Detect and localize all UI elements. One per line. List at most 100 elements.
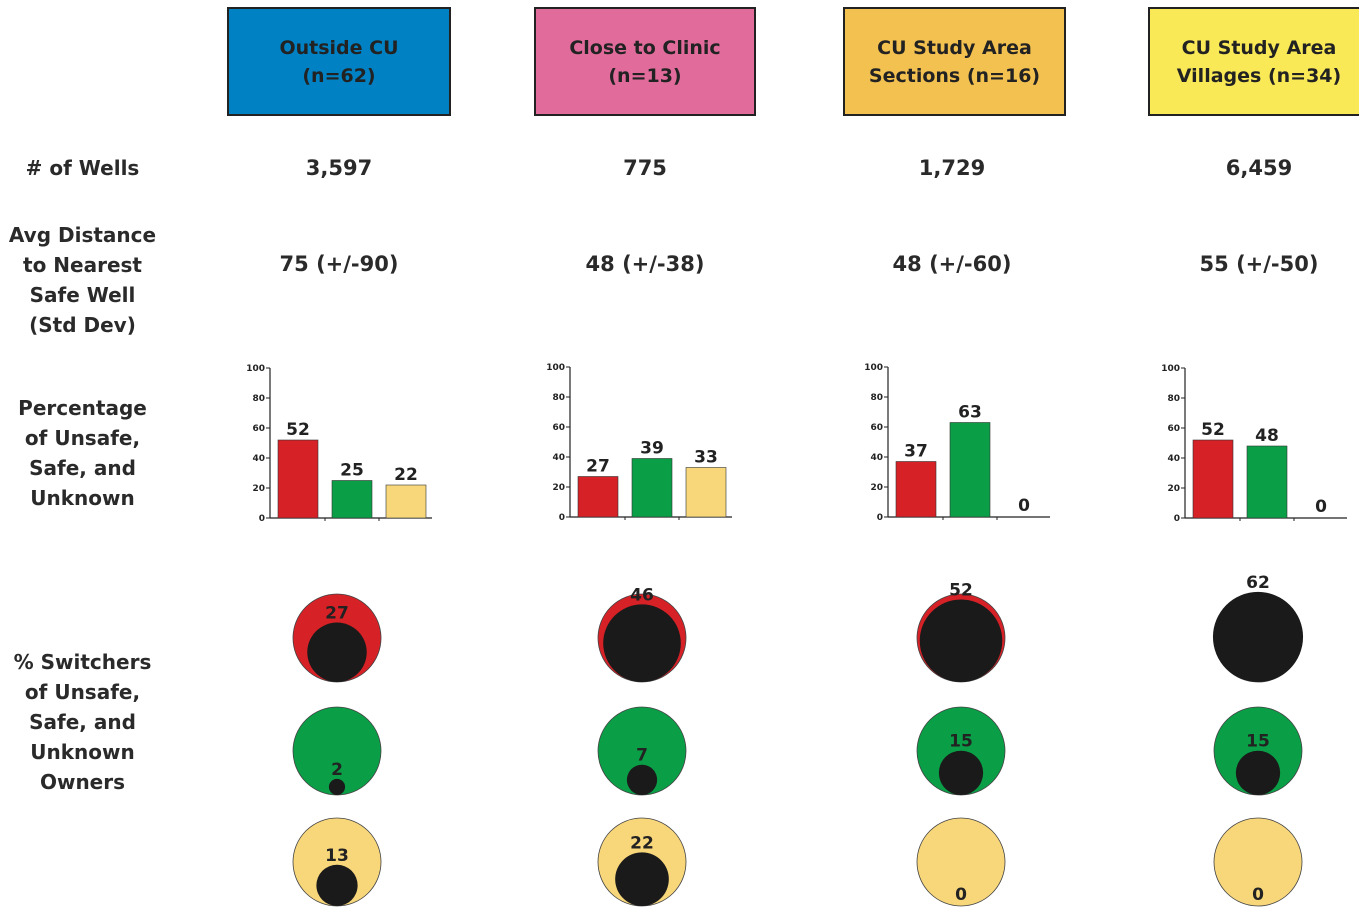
bar-value-label: 52 [1201,420,1225,440]
bar-value-label: 33 [694,448,718,468]
bar-value-label: 27 [586,457,610,477]
y-tick-label: 80 [552,393,565,403]
row-label-switchers-line: Owners [39,770,126,794]
header-title-line: CU Study Area [1181,36,1337,59]
wells-value: 3,597 [305,156,373,180]
header-cu-study-area-villages: CU Study Area Villages (n=34) [1148,7,1359,116]
row-label-distance-line: Safe Well [29,283,136,307]
wells-value: 6,459 [1225,156,1293,180]
y-tick-label: 40 [1167,454,1180,464]
row-label-distance-line: (Std Dev) [29,313,136,337]
y-tick-label: 0 [877,513,883,523]
distance-value: 75 (+/-90) [279,252,399,276]
row-label-wells: # of Wells [0,153,165,183]
y-tick-label: 80 [252,394,265,404]
row-label-switchers-line: Unknown [30,740,135,764]
y-tick-label: 20 [1167,484,1180,494]
row-label-percentage: Percentage of Unsafe, Safe, and Unknown [0,393,165,513]
header-title-line: CU Study Area [877,36,1032,59]
bar-chart-outside-cu: 0 20 40 60 80 100 52 25 22 [246,364,432,524]
wells-value: 1,729 [918,156,986,180]
y-tick-label: 0 [259,514,265,524]
switcher-dot [603,604,681,682]
y-tick-label: 60 [1167,424,1180,434]
switcher-dot [615,852,669,906]
bar-safe [631,458,673,518]
switcher-dot [1235,750,1281,796]
bar-value-label: 0 [1018,496,1030,516]
y-tick-label: 60 [252,424,265,434]
switcher-dot [919,599,1003,682]
bar-chart-close-to-clinic: 0 20 40 60 80 100 27 39 33 [546,363,732,523]
y-tick-label: 20 [870,483,883,493]
row-label-wells-text: # of Wells [25,156,140,180]
distance-value: 55 (+/-50) [1199,252,1319,276]
circle-unknown [292,817,382,907]
bar-unsafe [895,461,937,518]
switcher-dot [328,778,346,795]
y-tick-label: 100 [1161,364,1180,374]
bar-safe [949,422,991,518]
header-title-line: Villages (n=34) [1176,64,1342,87]
y-tick-label: 100 [246,364,265,374]
row-label-switchers: % Switchers of Unsafe, Safe, and Unknown… [0,647,165,797]
header-outside-cu: Outside CU (n=62) [227,7,451,116]
bar-safe [331,480,373,519]
header-title-line: Outside CU [279,36,399,59]
bar-unsafe [277,439,319,519]
bar-unknown [385,484,427,519]
bar-value-label: 37 [904,442,928,462]
switcher-value-label: 13 [325,846,349,866]
y-tick-label: 100 [864,363,883,373]
bar-unsafe [1192,439,1234,519]
bar-value-label: 25 [340,461,364,481]
header-title-line: Sections (n=16) [868,64,1041,87]
switcher-dot [626,764,658,796]
switcher-dot [938,750,984,796]
row-label-switchers-line: % Switchers [13,650,152,674]
distance-value: 48 (+/-60) [892,252,1012,276]
header-cu-study-area-sections: CU Study Area Sections (n=16) [843,7,1066,116]
y-tick-label: 40 [552,453,565,463]
bar-unsafe [577,476,619,518]
switcher-value-label: 2 [331,760,343,780]
switcher-value-label: 15 [949,732,973,752]
row-label-distance-line: Avg Distance [8,223,157,247]
row-label-distance-line: to Nearest [23,253,142,277]
bar-unknown [685,467,727,518]
row-label-switchers-line: Safe, and [29,710,136,734]
switcher-dot [316,864,358,906]
y-tick-label: 60 [870,423,883,433]
bar-value-label: 52 [286,420,310,440]
bar-safe [1246,445,1288,519]
switcher-value-label: 0 [955,885,967,905]
circle-unknown [1213,817,1303,907]
y-tick-label: 80 [870,393,883,403]
header-close-to-clinic: Close to Clinic (n=13) [534,7,756,116]
row-label-switchers-line: of Unsafe, [24,680,141,704]
switcher-value-label: 27 [325,604,349,624]
switcher-value-label: 7 [636,746,648,766]
bar-chart-cu-study-area-sections: 0 20 40 60 80 100 37 63 0 [864,363,1050,523]
switcher-dot [307,622,367,682]
row-label-percentage-line: Percentage [18,396,147,420]
header-title-line: (n=62) [302,64,376,87]
bar-value-label: 63 [958,403,982,423]
y-tick-label: 0 [1174,514,1180,524]
bar-value-label: 39 [640,439,664,459]
switcher-value-label: 46 [630,585,654,605]
wells-value: 775 [623,156,667,180]
switcher-dot [1212,591,1304,683]
switcher-value-label: 22 [630,833,654,853]
y-tick-label: 20 [552,483,565,493]
y-tick-label: 20 [252,484,265,494]
y-tick-label: 100 [546,363,565,373]
row-label-percentage-line: Unknown [30,486,135,510]
bar-value-label: 22 [394,465,418,485]
switcher-value-label: 62 [1246,573,1270,593]
row-label-percentage-line: of Unsafe, [24,426,141,450]
y-tick-label: 40 [252,454,265,464]
y-tick-label: 80 [1167,394,1180,404]
switcher-value-label: 0 [1252,885,1264,905]
